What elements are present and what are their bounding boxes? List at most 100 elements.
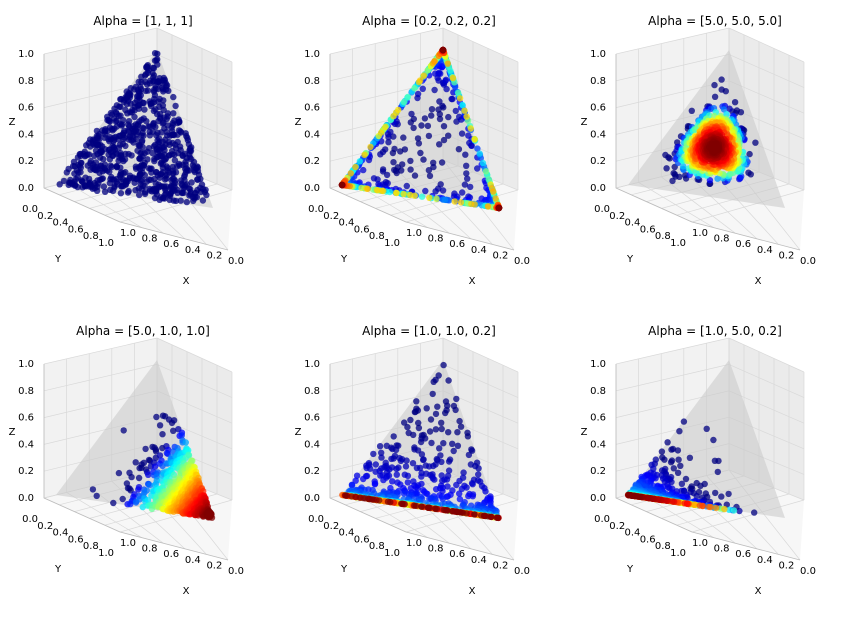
data-point — [377, 472, 384, 479]
data-point — [411, 408, 419, 416]
data-point — [435, 69, 443, 77]
data-point — [161, 114, 168, 121]
data-point — [92, 182, 99, 189]
data-point — [677, 462, 684, 469]
data-point — [680, 418, 688, 425]
z-tick-label: 0.6 — [590, 413, 606, 424]
data-point — [137, 180, 144, 188]
z-tick-label: 0.8 — [590, 76, 606, 87]
data-point — [145, 123, 152, 130]
data-point — [461, 107, 468, 114]
data-point — [160, 77, 167, 84]
data-point — [163, 82, 171, 89]
subplot-6: Alpha = [1.0, 5.0, 0.2] 0.0 0.2 0.4 0.6 0.8 1.… — [572, 310, 858, 619]
data-point — [128, 473, 135, 481]
x-tick-label: 0.8 — [142, 234, 158, 245]
data-point — [674, 447, 682, 454]
data-point — [378, 454, 385, 461]
data-point — [705, 503, 713, 511]
data-point — [703, 425, 710, 432]
x-tick-label: 0.8 — [142, 544, 158, 555]
data-point — [126, 132, 134, 140]
data-point — [720, 106, 728, 113]
z-tick-label: 0.4 — [590, 439, 606, 450]
z-tick-label: 0.0 — [18, 183, 34, 194]
axis-edges — [43, 364, 229, 561]
data-point — [143, 178, 151, 185]
y-tick-label: 0.4 — [52, 218, 68, 229]
data-point — [711, 457, 719, 464]
data-point — [182, 161, 189, 168]
x-tick-label: 0.0 — [514, 256, 530, 267]
data-point — [153, 146, 160, 153]
data-point — [63, 169, 70, 176]
data-point — [98, 165, 106, 172]
data-point — [367, 465, 374, 472]
data-point — [99, 143, 106, 150]
data-point — [142, 445, 149, 453]
data-point — [451, 198, 458, 205]
y-tick-label: 0.2 — [609, 211, 625, 222]
data-point — [731, 99, 739, 106]
data-point — [410, 115, 417, 123]
data-point — [463, 162, 470, 169]
subplot-1: Alpha = [1, 1, 1] 0.0 0.2 0.4 0.6 0.8 1.0 0.0 0.… — [0, 0, 286, 309]
x-tick-label: 0.0 — [228, 566, 244, 577]
z-tick-label: 0.0 — [18, 493, 34, 504]
data-point — [410, 124, 417, 132]
data-point — [171, 183, 178, 191]
data-point — [156, 95, 163, 103]
data-point — [149, 149, 156, 157]
data-point — [121, 156, 129, 163]
data-point — [139, 503, 146, 511]
data-point — [410, 431, 417, 439]
data-point — [139, 99, 147, 107]
data-point — [440, 123, 448, 130]
data-point — [160, 119, 167, 126]
z-tick-label: 0.0 — [590, 183, 606, 194]
data-point — [135, 105, 143, 112]
grid-line — [329, 364, 444, 392]
z-axis-label: Z — [295, 117, 302, 128]
data-point — [134, 122, 141, 129]
data-point — [379, 168, 387, 175]
data-point — [153, 413, 160, 421]
data-point — [112, 109, 120, 116]
x-axis-label: X — [755, 586, 762, 597]
data-point — [156, 196, 163, 203]
data-point — [132, 459, 139, 466]
data-point — [431, 86, 438, 94]
data-point — [458, 130, 466, 137]
data-point — [378, 449, 385, 456]
data-point — [123, 101, 130, 108]
axis-edges — [43, 54, 229, 251]
data-point — [107, 109, 115, 117]
data-point — [469, 493, 476, 500]
x-tick-label: 1.0 — [406, 538, 422, 549]
data-point — [137, 150, 144, 157]
grid-line — [442, 337, 519, 373]
data-point — [144, 63, 151, 70]
data-point — [170, 93, 177, 101]
data-point — [417, 149, 424, 157]
z-tick-label: 0.2 — [590, 466, 606, 477]
x-axis-label: X — [469, 276, 476, 287]
data-point — [77, 169, 84, 176]
y-tick-label: 0.2 — [37, 211, 53, 222]
data-point — [170, 427, 177, 434]
y-tick-label: 0.8 — [655, 541, 671, 552]
z-tick-label: 0.0 — [304, 493, 320, 504]
data-point — [400, 490, 408, 497]
data-point — [140, 162, 147, 169]
data-point — [152, 448, 160, 455]
data-point — [191, 167, 198, 174]
data-point — [384, 498, 392, 505]
data-point — [141, 106, 148, 113]
data-point — [469, 481, 476, 488]
y-tick-label: 0.2 — [323, 521, 339, 532]
data-point — [467, 125, 474, 132]
data-point — [105, 116, 113, 124]
data-point — [401, 419, 408, 426]
y-tick-label: 0.4 — [338, 218, 354, 229]
data-point — [99, 175, 107, 182]
